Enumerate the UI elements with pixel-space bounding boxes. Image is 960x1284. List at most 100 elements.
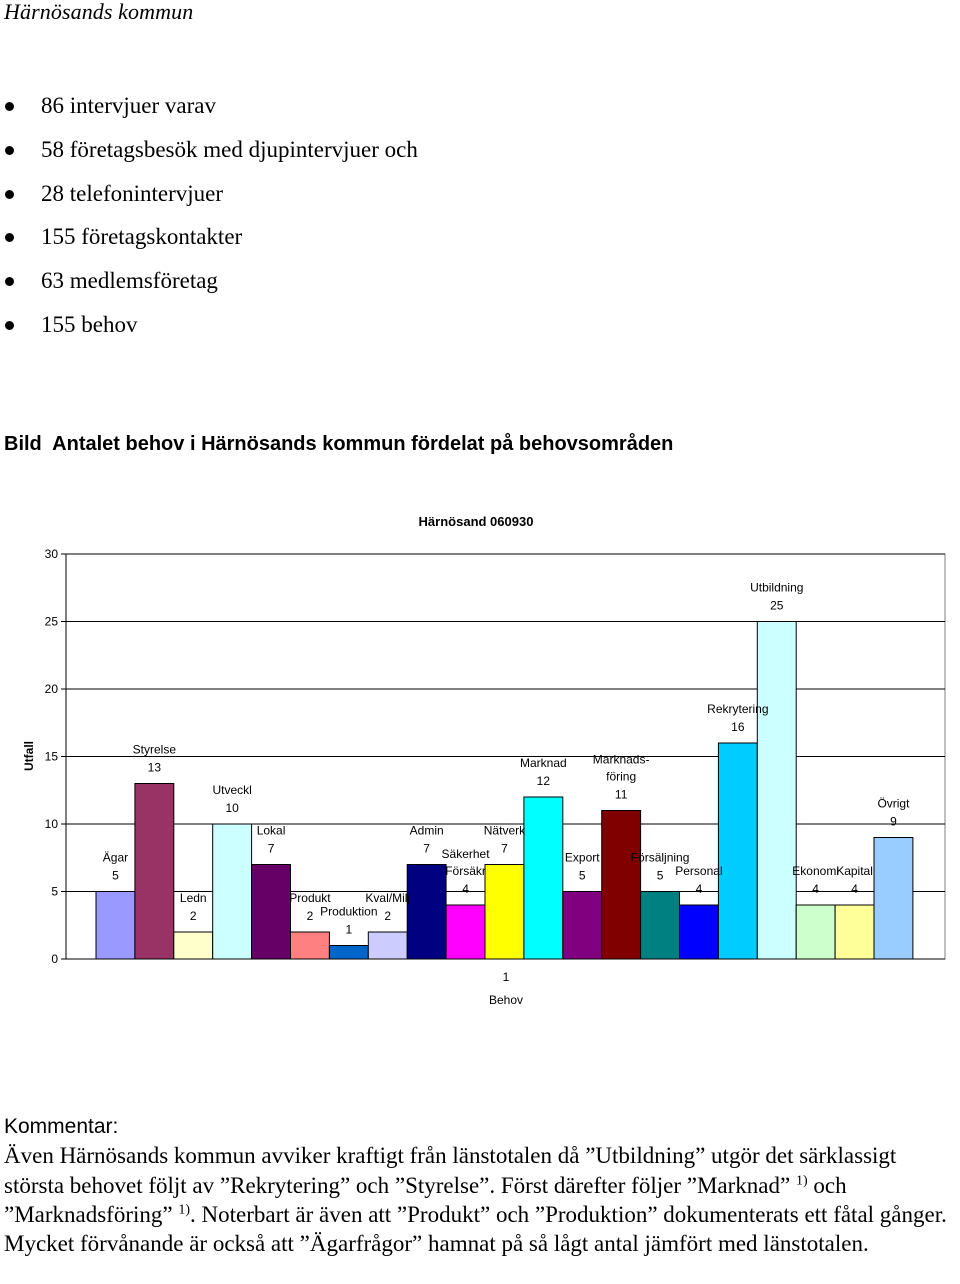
data-label: 4 (812, 882, 819, 896)
bar-marknad (523, 796, 564, 960)
category-label: Nätverk (484, 824, 526, 838)
list-item: 63 medlemsföretag (0, 259, 418, 303)
data-label: 12 (537, 774, 551, 788)
data-label: 2 (384, 909, 391, 923)
category-label: Admin (410, 824, 444, 838)
x-axis-title: Behov (489, 993, 523, 1007)
y-tick-label: 5 (51, 885, 58, 899)
category-label: Utbildning (750, 581, 803, 595)
x-tick-label: 1 (503, 970, 510, 984)
footnote-ref: 1) (795, 1172, 808, 1188)
list-item: 155 företagskontakter (0, 215, 418, 259)
chart-title: Härnösand 060930 (419, 514, 534, 529)
data-label: 7 (501, 842, 508, 856)
y-tick-label: 30 (45, 547, 59, 561)
category-label: Säkerhet (442, 847, 491, 861)
category-label: Övrigt (877, 797, 910, 811)
bullet-icon (5, 233, 14, 243)
category-label: Kval/Milj (365, 891, 410, 905)
bullet-text: 63 medlemsföretag (41, 268, 218, 294)
list-item: 86 intervjuer varav (0, 84, 418, 128)
bullet-text: 28 telefonintervjuer (41, 180, 224, 206)
bullet-text: 155 företagskontakter (41, 224, 243, 250)
data-label: 7 (423, 842, 430, 856)
category-label: Export (565, 851, 600, 865)
bar-säkerhet-försäkr (445, 904, 486, 960)
bullet-text: 58 företagsbesök med djupintervjuer och (41, 136, 418, 162)
category-label: föring (606, 770, 636, 784)
y-tick-label: 10 (45, 817, 59, 831)
list-item: 155 behov (0, 303, 418, 347)
bullet-icon (5, 189, 14, 199)
bar-utbildning (756, 621, 797, 960)
data-label: 9 (890, 815, 897, 829)
footnote-ref: 1) (178, 1202, 191, 1218)
data-label: 25 (770, 599, 784, 613)
y-tick-label: 0 (51, 952, 58, 966)
category-label: Produkt (289, 891, 331, 905)
data-label: 5 (112, 869, 119, 883)
comment-label: Kommentar: (4, 1115, 119, 1138)
bar-ägar (95, 891, 136, 960)
category-label: Personal (675, 864, 722, 878)
bar-produkt (290, 931, 330, 960)
comment-text: Även Härnösands kommun avviker kraftigt … (4, 1143, 897, 1198)
data-label: 13 (148, 761, 162, 775)
bar-export (562, 891, 603, 960)
bar-rekrytering (717, 742, 758, 960)
y-axis-title: Utfall (22, 741, 36, 771)
bar-ekonomi (795, 904, 836, 960)
bar-styrelse (134, 783, 175, 960)
category-label: Ekonomi (792, 864, 839, 878)
document-header: Härnösands kommun (4, 0, 194, 24)
bullet-text: 86 intervjuer varav (41, 93, 216, 118)
bar-produktion (328, 945, 369, 960)
caption-prefix: Bild (4, 433, 42, 455)
chart-bars (95, 621, 914, 960)
data-label: 5 (579, 869, 586, 883)
data-label: 4 (462, 882, 469, 896)
bullet-icon (5, 277, 14, 287)
bar-försäljning (640, 891, 680, 960)
category-label: Lokal (257, 824, 286, 838)
bullet-icon (5, 102, 14, 111)
list-item: 58 företagsbesök med djupintervjuer och (0, 128, 418, 172)
bullet-icon (5, 320, 14, 330)
bar-admin (406, 864, 447, 960)
data-label: 4 (696, 882, 703, 896)
category-label: Styrelse (133, 743, 177, 757)
category-label: Försäkr (445, 864, 486, 878)
data-label: 16 (731, 720, 745, 734)
data-label: 5 (657, 869, 664, 883)
y-tick-label: 20 (45, 682, 59, 696)
data-label: 1 (346, 923, 353, 937)
category-label: Ägar (103, 851, 128, 865)
data-label: 11 (615, 788, 628, 802)
category-label: Försäljning (631, 851, 690, 865)
data-label: 10 (225, 801, 239, 815)
bar-övrigt (873, 837, 914, 960)
figure-caption: Bild Antalet behov i Härnösands kommun f… (4, 433, 673, 456)
data-label: 2 (190, 909, 197, 923)
category-label: Kapital (836, 864, 873, 878)
bar-kapital (834, 904, 875, 960)
category-label: Ledn (180, 891, 207, 905)
bullet-text: 155 behov (41, 311, 138, 337)
bar-utveckl (212, 823, 253, 960)
bar-lokal (251, 864, 292, 960)
y-tick-label: 15 (45, 750, 59, 764)
bar-personal (679, 904, 719, 960)
comment-text: och ”Marknadsföring” (4, 1172, 847, 1227)
bar-ledn (173, 931, 214, 960)
data-label: 2 (307, 909, 314, 923)
category-label: Marknad (520, 756, 567, 770)
category-label: Utveckl (212, 783, 251, 797)
data-label: 7 (268, 842, 275, 856)
category-label: Produktion (320, 905, 377, 919)
category-label: Marknads- (593, 753, 650, 767)
data-label: 4 (851, 882, 858, 896)
bar-marknads-föring (601, 810, 642, 960)
bar-kval-milj (367, 931, 408, 960)
y-tick-label: 25 (45, 615, 59, 629)
